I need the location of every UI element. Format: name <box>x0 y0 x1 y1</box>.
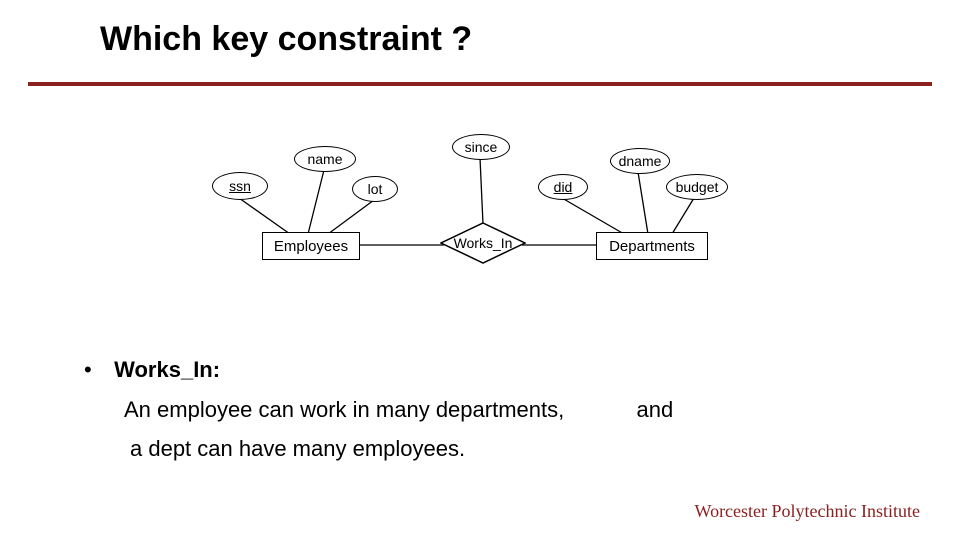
slide-title: Which key constraint ? <box>100 20 472 59</box>
entity-departments: Departments <box>596 232 708 260</box>
title-rule <box>28 82 932 86</box>
bullet-text-1-tail: and <box>636 397 673 422</box>
footer-institution: Worcester Polytechnic Institute <box>695 501 920 522</box>
bullet-label: Works_In: <box>114 357 220 382</box>
relationship-works-in: Works_In <box>440 222 526 264</box>
bullet-marker: • <box>84 350 108 390</box>
attr-budget: budget <box>666 174 728 200</box>
attr-lot: lot <box>352 176 398 202</box>
entity-employees: Employees <box>262 232 360 260</box>
relationship-label: Works_In <box>454 235 513 251</box>
bullet-text-2: a dept can have many employees. <box>130 436 465 461</box>
attr-did: did <box>538 174 588 200</box>
bullet-section: • Works_In: An employee can work in many… <box>84 350 884 469</box>
bullet-text-1: An employee can work in many departments… <box>124 397 564 422</box>
attr-name: name <box>294 146 356 172</box>
er-diagram: Works_In ssnname lot since did dnamebudget Em… <box>200 130 760 300</box>
attr-ssn: ssn <box>212 172 268 200</box>
attr-dname: dname <box>610 148 670 174</box>
attr-since: since <box>452 134 510 160</box>
